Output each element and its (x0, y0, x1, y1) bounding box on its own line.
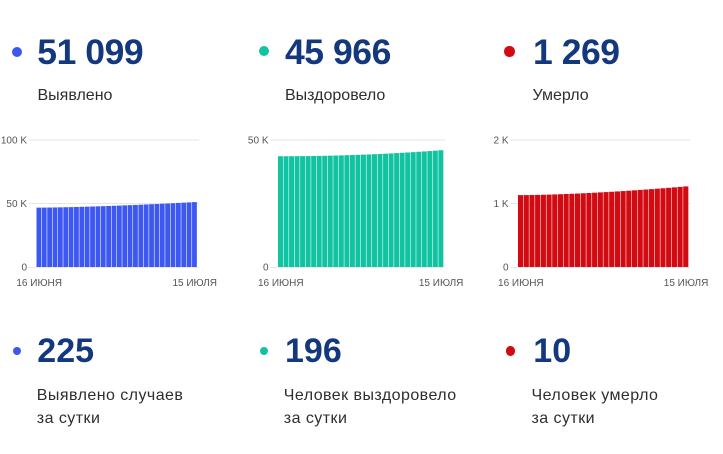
svg-text:1 K: 1 K (493, 199, 508, 210)
svg-text:16 ИЮНЯ: 16 ИЮНЯ (258, 278, 304, 289)
svg-text:16 ИЮНЯ: 16 ИЮНЯ (498, 278, 544, 289)
svg-text:15 ИЮЛЯ: 15 ИЮЛЯ (664, 278, 709, 289)
svg-text:15 ИЮЛЯ: 15 ИЮЛЯ (172, 278, 217, 289)
svg-text:2 K: 2 K (493, 136, 508, 147)
svg-text:16 ИЮНЯ: 16 ИЮНЯ (16, 278, 62, 289)
svg-text:50 K: 50 K (6, 199, 27, 210)
svg-text:50 K: 50 K (248, 136, 269, 147)
svg-text:0: 0 (21, 263, 27, 274)
svg-text:0: 0 (263, 263, 269, 274)
svg-text:100 K: 100 K (1, 136, 27, 147)
svg-text:0: 0 (503, 263, 509, 274)
svg-text:15 ИЮЛЯ: 15 ИЮЛЯ (419, 278, 464, 289)
